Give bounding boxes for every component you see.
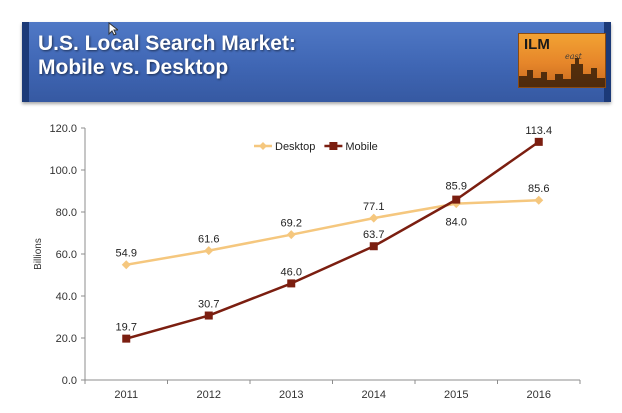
x-tick-label: 2016 <box>527 389 551 401</box>
x-tick-label: 2012 <box>197 389 221 401</box>
data-point-mobile <box>534 137 543 146</box>
data-label-desktop: 85.6 <box>528 183 549 195</box>
data-labels: 54.9 61.6 69.2 77.1 84.0 85.6 19.7 30.7 46.0 63.7… <box>116 125 553 334</box>
data-label-mobile: 113.4 <box>525 125 552 137</box>
series-layer <box>121 137 544 343</box>
y-tick-label: 0.0 <box>62 375 77 387</box>
legend-marker-desktop <box>259 142 267 150</box>
title-line-1: U.S. Local Search Market: <box>38 32 296 55</box>
ilm-logo: ILM east <box>518 33 606 88</box>
data-point-mobile <box>287 279 296 288</box>
x-tick-label: 2015 <box>444 389 468 401</box>
data-label-desktop: 69.2 <box>281 218 302 230</box>
y-tick-label: 100.0 <box>49 165 77 177</box>
data-point-desktop <box>204 246 214 256</box>
legend-marker-mobile <box>329 142 338 150</box>
skyline-icon <box>519 58 605 87</box>
data-label-mobile: 46.0 <box>281 266 302 278</box>
data-label-mobile: 19.7 <box>116 322 137 334</box>
data-point-mobile <box>369 242 378 251</box>
title-banner: U.S. Local Search Market: Mobile vs. Des… <box>22 22 611 102</box>
data-label-mobile: 30.7 <box>198 299 219 311</box>
y-tick-label: 60.0 <box>56 249 77 261</box>
data-label-desktop: 77.1 <box>363 201 384 213</box>
x-tick-label: 2013 <box>279 389 303 401</box>
banner-edge-left <box>22 22 29 102</box>
data-point-desktop <box>534 195 544 205</box>
data-label-mobile: 63.7 <box>363 229 384 241</box>
page-title: U.S. Local Search Market: Mobile vs. Des… <box>38 32 296 80</box>
y-axis-label: Billions <box>33 238 44 270</box>
axes: 0.0 20.0 40.0 60.0 80.0 100.0 120.0 2011 2012 201… <box>49 123 581 401</box>
data-label-desktop: 84.0 <box>446 217 467 229</box>
y-tick-label: 80.0 <box>56 207 77 219</box>
x-tick-label: 2011 <box>114 389 138 401</box>
data-label-desktop: 61.6 <box>198 234 219 246</box>
data-point-desktop <box>369 213 379 223</box>
legend: Desktop Mobile <box>254 141 378 153</box>
legend-label-mobile: Mobile <box>345 141 377 153</box>
x-tick-label: 2014 <box>362 389 386 401</box>
y-tick-label: 40.0 <box>56 291 77 303</box>
data-point-mobile <box>452 195 461 204</box>
series-line-desktop <box>126 198 539 266</box>
y-tick-label: 120.0 <box>49 123 77 135</box>
data-point-desktop <box>286 230 296 240</box>
legend-label-desktop: Desktop <box>275 141 315 153</box>
title-line-2: Mobile vs. Desktop <box>38 56 229 79</box>
mouse-cursor-icon <box>108 22 118 36</box>
logo-subtext: east <box>565 52 582 61</box>
y-tick-label: 20.0 <box>56 333 77 345</box>
banner-edge-right <box>604 22 611 102</box>
line-chart: 0.0 20.0 40.0 60.0 80.0 100.0 120.0 2011 2012 201… <box>33 123 581 401</box>
data-label-desktop: 54.9 <box>116 248 137 260</box>
data-point-desktop <box>121 260 131 270</box>
logo-text: ILM <box>524 36 550 53</box>
series-line-mobile <box>125 140 540 340</box>
data-point-mobile <box>122 334 131 343</box>
data-point-mobile <box>204 311 213 320</box>
data-label-mobile: 85.9 <box>446 181 467 193</box>
